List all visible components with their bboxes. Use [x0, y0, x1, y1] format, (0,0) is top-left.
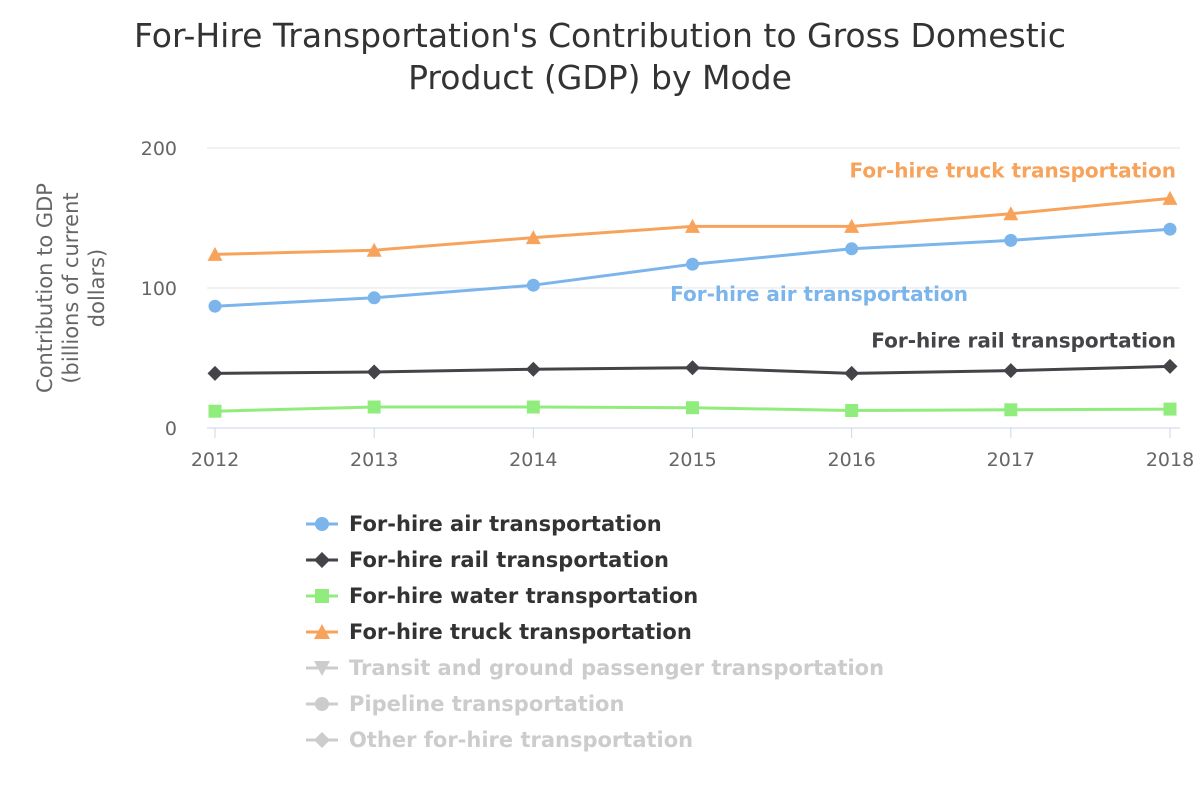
series-label: For-hire air transportation [670, 282, 968, 306]
data-point [845, 404, 859, 417]
data-point [208, 299, 222, 313]
y-axis-label-line-3: dollars) [85, 249, 109, 327]
legend-marker [315, 589, 329, 603]
data-point [1003, 363, 1019, 379]
series-label: For-hire rail transportation [871, 328, 1176, 352]
x-tick-label: 2017 [987, 449, 1035, 471]
data-point [686, 257, 699, 271]
legend-item-0[interactable]: For-hire air transportation [306, 512, 662, 536]
legend-item-2[interactable]: For-hire water transportation [306, 584, 698, 608]
legend-label: Transit and ground passenger transportat… [349, 656, 884, 680]
chart-title-line-2: Product (GDP) by Mode [408, 58, 792, 97]
series-3 [207, 190, 1178, 261]
legend-marker [314, 732, 330, 748]
legend-label: Pipeline transportation [349, 692, 624, 716]
y-tick-label: 0 [165, 418, 177, 440]
data-point [366, 364, 382, 380]
legend-item-4[interactable]: Transit and ground passenger transportat… [306, 656, 884, 680]
legend-marker [314, 661, 330, 676]
legend-item-1[interactable]: For-hire rail transportation [306, 548, 669, 572]
data-point [207, 246, 223, 261]
series-labels: For-hire truck transportation For-hire ai… [670, 158, 1176, 352]
data-point [1163, 222, 1177, 236]
data-point [685, 218, 700, 233]
data-point [1004, 403, 1018, 417]
data-point [526, 400, 540, 414]
data-point [1163, 402, 1177, 416]
data-point [207, 365, 223, 381]
data-point [844, 365, 860, 381]
legend-label: For-hire rail transportation [349, 548, 669, 572]
legend-item-3[interactable]: For-hire truck transportation [306, 620, 692, 644]
data-point [1004, 233, 1018, 247]
y-axis-label: Contribution to GDP (billions of current… [33, 183, 109, 393]
series-1 [207, 358, 1178, 381]
grid [207, 147, 1180, 289]
y-tick-label: 100 [141, 278, 177, 300]
x-tick-label: 2015 [668, 449, 716, 471]
chart-title: For-Hire Transportation's Contribution t… [134, 16, 1066, 97]
series-0 [208, 222, 1177, 313]
x-tick-label: 2013 [350, 449, 398, 471]
data-point [525, 230, 541, 245]
data-point [525, 361, 541, 377]
chart-title-line-1: For-Hire Transportation's Contribution t… [134, 16, 1066, 55]
data-point [367, 291, 381, 305]
legend-label: For-hire water transportation [349, 584, 698, 608]
data-point [366, 242, 382, 257]
series-label: For-hire truck transportation [850, 158, 1176, 182]
data-point [685, 360, 700, 376]
legend: For-hire air transportation For-hire rail… [306, 512, 884, 752]
legend-label: For-hire truck transportation [349, 620, 692, 644]
data-point [367, 400, 381, 414]
y-tick-label: 200 [141, 138, 177, 160]
data-point [526, 278, 540, 292]
plot-area [207, 190, 1178, 418]
data-point [208, 404, 222, 418]
axes: 0 100 200 2012 2013 2014 2015 2016 2017 2018 [141, 138, 1194, 471]
legend-label: For-hire air transportation [349, 512, 662, 536]
data-point [1003, 206, 1019, 221]
legend-marker [314, 624, 330, 639]
x-tick-label: 2016 [827, 449, 875, 471]
legend-marker [315, 697, 329, 711]
legend-marker [314, 552, 330, 568]
x-tick-label: 2018 [1146, 449, 1194, 471]
x-tick-label: 2012 [191, 449, 239, 471]
data-point [1162, 190, 1178, 205]
data-point [844, 218, 860, 233]
data-point [686, 401, 699, 415]
legend-label: Other for-hire transportation [349, 728, 693, 752]
data-point [1162, 358, 1178, 374]
legend-marker [315, 517, 329, 531]
y-axis-label-line-1: Contribution to GDP [33, 183, 57, 393]
data-point [845, 242, 859, 256]
y-axis-label-line-2: (billions of current [59, 192, 83, 383]
legend-item-5[interactable]: Pipeline transportation [306, 692, 624, 716]
legend-item-6[interactable]: Other for-hire transportation [306, 728, 693, 752]
x-tick-label: 2014 [509, 449, 557, 471]
series-2 [208, 400, 1177, 418]
